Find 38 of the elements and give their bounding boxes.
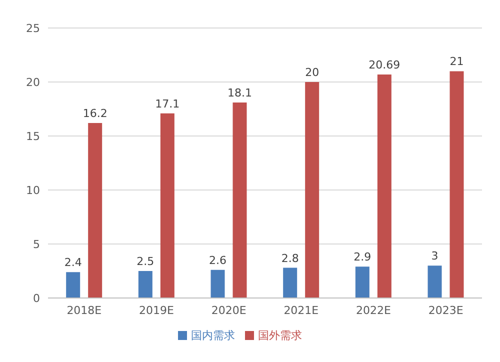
- legend-label: 国内需求: [191, 329, 235, 342]
- bar: [305, 82, 320, 298]
- data-label: 16.2: [82, 107, 108, 120]
- y-tick-label: 5: [33, 238, 40, 251]
- bar: [232, 102, 247, 298]
- data-label: 18.1: [228, 86, 252, 100]
- bar: [138, 271, 152, 298]
- data-label: 20: [305, 66, 320, 79]
- x-tick-label: 2022E: [356, 304, 392, 317]
- data-label: 21: [450, 55, 464, 68]
- bar: [160, 113, 174, 298]
- x-tick-label: 2021E: [284, 304, 319, 317]
- y-tick-label: 25: [26, 22, 40, 35]
- bar: [66, 272, 80, 298]
- bar: [428, 266, 442, 298]
- bar: [88, 123, 102, 298]
- legend-label: 国外需求: [258, 329, 302, 342]
- data-label: 2.9: [354, 250, 372, 264]
- y-tick-label: 10: [26, 184, 40, 197]
- data-label: 2.6: [209, 254, 226, 267]
- data-label: 2.4: [64, 256, 82, 270]
- data-label: 2.8: [281, 252, 299, 265]
- bar: [210, 270, 225, 298]
- x-tick-label: 2019E: [139, 304, 174, 317]
- x-tick-label: 2023E: [428, 304, 464, 317]
- bar: [283, 268, 298, 298]
- y-tick-label: 0: [33, 292, 40, 305]
- data-label: 2.5: [136, 255, 154, 268]
- bar: [377, 74, 392, 298]
- x-tick-label: 2020E: [211, 304, 246, 317]
- data-label: 17.1: [155, 97, 180, 110]
- y-tick-label: 20: [26, 76, 40, 89]
- bar: [355, 266, 370, 298]
- x-tick-label: 2018E: [66, 304, 102, 317]
- data-label: 20.69: [368, 58, 400, 72]
- y-tick-label: 15: [26, 130, 40, 143]
- data-label: 3: [431, 250, 438, 263]
- bar: [450, 71, 464, 298]
